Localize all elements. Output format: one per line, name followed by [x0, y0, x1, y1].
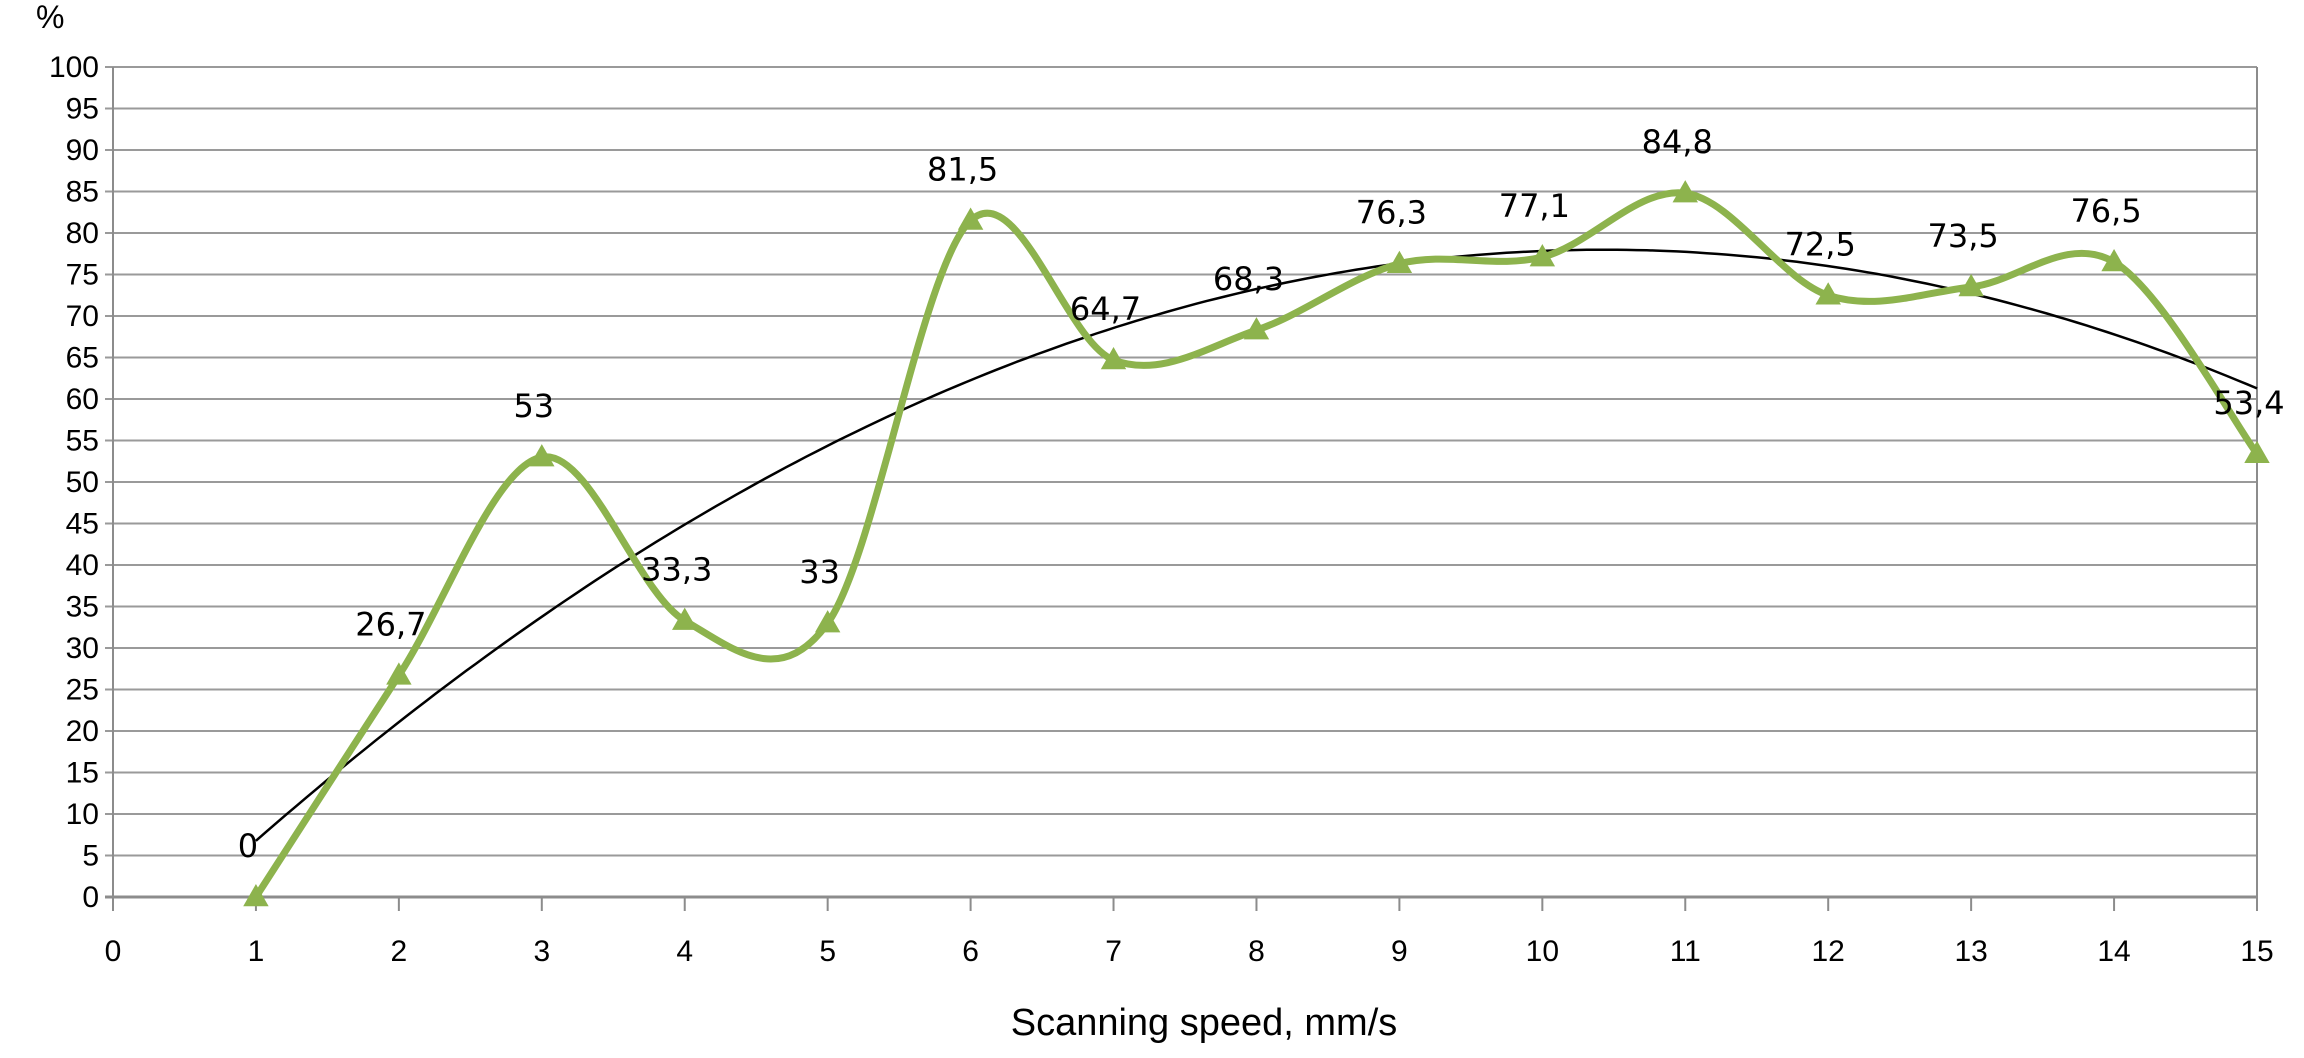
data-label: 0: [238, 827, 258, 865]
data-labels: 0 26,7 53 33,3 33 81,5 64,7 68,3 76,3 77,1 84,8 72,…: [238, 123, 2285, 865]
y-tick-label: 90: [66, 134, 99, 167]
data-label: 33: [799, 553, 840, 591]
y-tick-label: 95: [66, 93, 99, 126]
y-tick-label: 55: [66, 425, 99, 458]
data-label: 53: [513, 387, 554, 425]
y-tick-label: 5: [82, 840, 99, 873]
y-tick-label: 15: [66, 757, 99, 790]
data-point-marker: [814, 610, 841, 633]
data-label: 72,5: [1785, 225, 1856, 263]
y-tick-label: 70: [66, 300, 99, 333]
data-point-marker: [1958, 273, 1984, 297]
y-tick-label: 45: [66, 508, 99, 541]
x-tick-label: 9: [1391, 935, 1408, 968]
data-point-marker: [1100, 346, 1127, 370]
y-tick-label: 50: [66, 466, 99, 499]
data-point-marker: [2101, 249, 2127, 272]
x-tick-label: 14: [2097, 935, 2130, 968]
x-tick-label: 10: [1526, 935, 1559, 968]
x-tick-label: 1: [248, 935, 265, 968]
gridlines: [105, 66, 2258, 899]
y-tick-label: 10: [66, 798, 99, 831]
x-axis-ticks: 0 1 2 3 4 5 6 7 8 9 10 11 12 13 14 15: [105, 897, 2274, 968]
series-group: [243, 180, 2270, 907]
data-label: 81,5: [927, 151, 998, 189]
data-label: 26,7: [355, 605, 426, 643]
y-tick-label: 85: [66, 176, 99, 209]
x-tick-label: 13: [1954, 935, 1987, 968]
y-tick-label: 100: [49, 51, 99, 84]
y-axis-title: %: [36, 0, 64, 35]
y-tick-label: 80: [66, 217, 99, 250]
y-tick-label: 30: [66, 632, 99, 665]
data-label: 53,4: [2213, 384, 2284, 422]
x-tick-label: 4: [676, 935, 693, 968]
data-label: 68,3: [1213, 260, 1284, 298]
y-tick-label: 35: [66, 591, 99, 624]
y-tick-label: 25: [66, 674, 99, 707]
x-tick-label: 11: [1670, 935, 1701, 968]
data-label: 77,1: [1499, 187, 1570, 225]
data-point-marker: [672, 607, 698, 630]
data-point-marker: [243, 883, 269, 907]
data-point-marker: [529, 444, 555, 467]
x-tick-label: 3: [533, 935, 550, 968]
data-label: 76,3: [1356, 194, 1427, 232]
data-point-marker: [386, 662, 412, 685]
data-point-marker: [2244, 440, 2270, 464]
y-tick-label: 40: [66, 549, 99, 582]
x-tick-label: 15: [2240, 935, 2273, 968]
y-tick-label: 65: [66, 342, 99, 375]
x-tick-label: 7: [1105, 935, 1122, 968]
x-tick-label: 5: [819, 935, 836, 968]
data-label: 64,7: [1070, 290, 1141, 328]
data-point-marker: [1243, 317, 1270, 340]
data-point-marker: [1529, 244, 1556, 267]
data-label: 76,5: [2070, 192, 2141, 230]
data-point-marker: [1815, 282, 1841, 305]
data-point-marker: [1386, 250, 1413, 273]
y-tick-label: 0: [82, 881, 99, 914]
x-axis-title: Scanning speed, mm/s: [1011, 1002, 1398, 1044]
data-point-marker: [957, 207, 984, 230]
y-tick-label: 60: [66, 383, 99, 416]
data-point-marker: [1672, 180, 1698, 203]
x-tick-label: 0: [105, 935, 122, 968]
x-tick-label: 12: [1812, 935, 1845, 968]
x-tick-label: 2: [391, 935, 408, 968]
series-line: [252, 189, 2261, 901]
x-tick-label: 6: [962, 935, 979, 968]
data-label: 33,3: [641, 551, 712, 589]
x-tick-label: 8: [1248, 935, 1265, 968]
trendline: [255, 248, 2258, 842]
y-axis-ticks: 0 5 10 15 20 25 30 35 40 45 50 55 60 65 70 75 80 85 90 95 10…: [49, 51, 99, 914]
y-tick-label: 20: [66, 715, 99, 748]
trendline-group: [255, 248, 2258, 842]
data-label: 84,8: [1642, 123, 1713, 161]
y-tick-label: 75: [66, 259, 99, 292]
data-label: 73,5: [1928, 217, 1999, 255]
